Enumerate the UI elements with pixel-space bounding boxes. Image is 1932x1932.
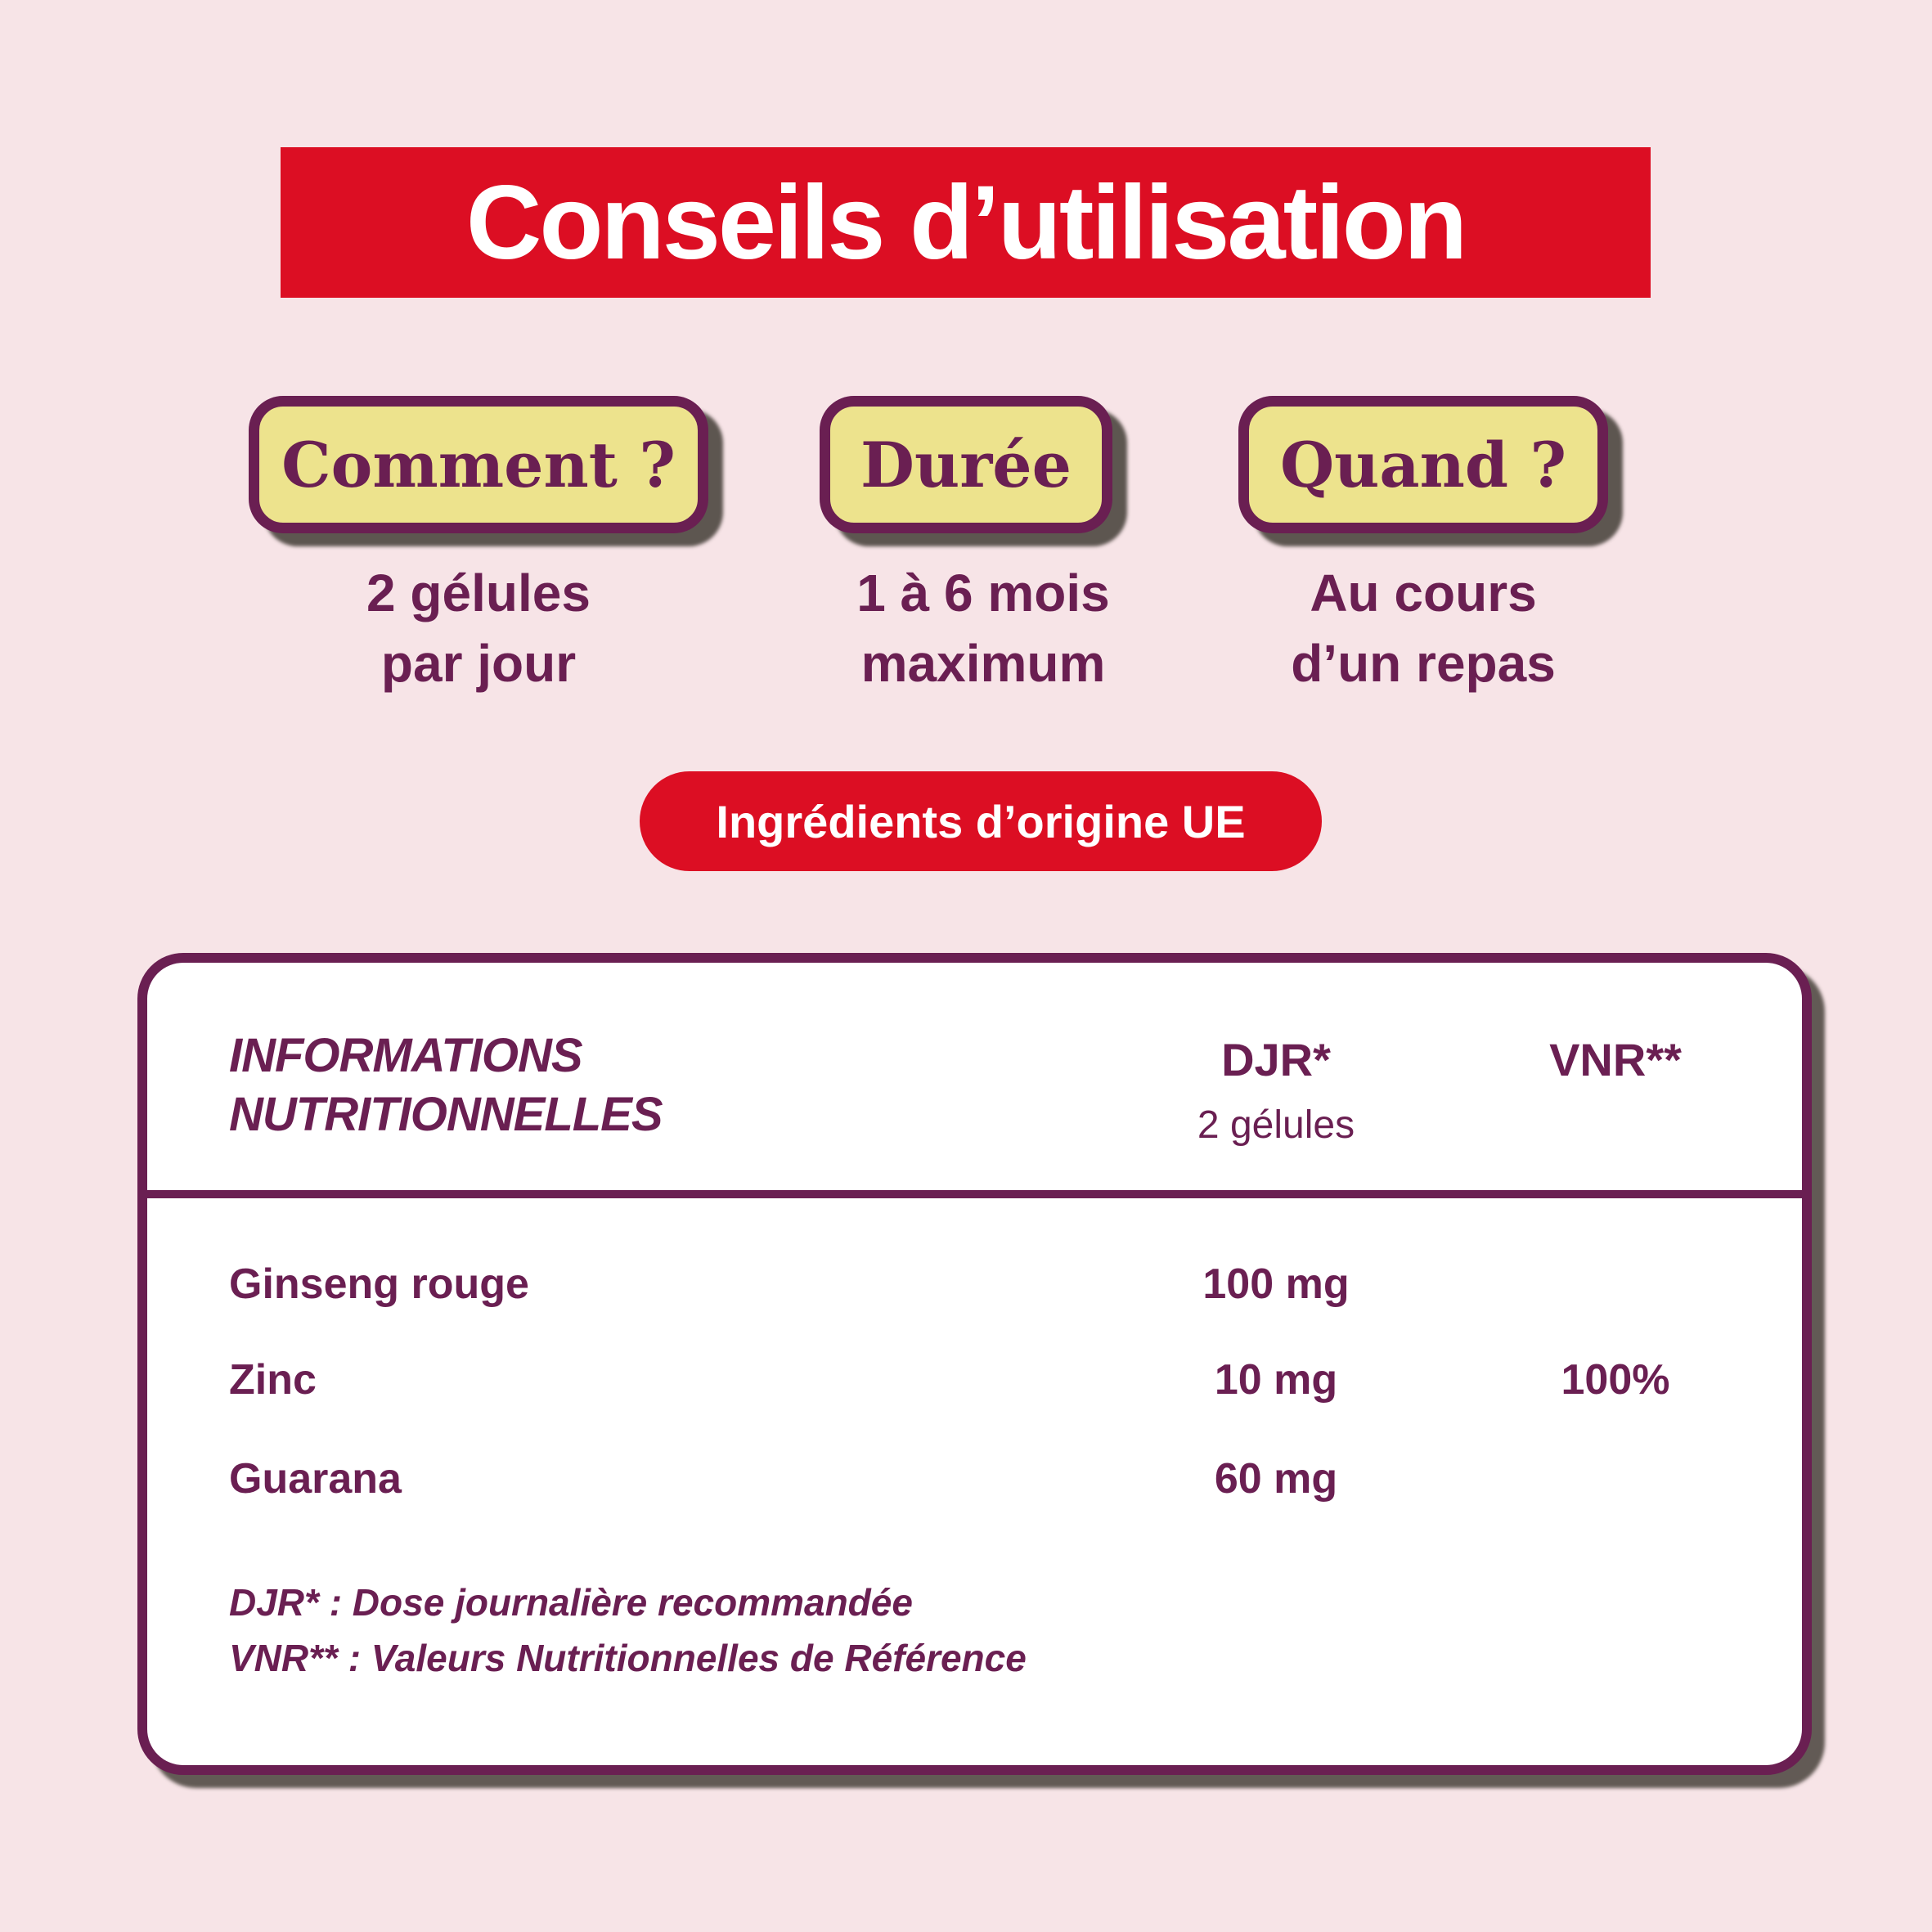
title-banner: Conseils d’utilisation: [281, 147, 1651, 298]
nutrition-table-title-line2: NUTRITIONNELLES: [229, 1088, 663, 1141]
origin-badge: Ingrédients d’origine UE: [640, 771, 1322, 871]
column-header-djr-label: DJR*: [1221, 1034, 1331, 1085]
column-header-vnr: VNR**: [1549, 1034, 1682, 1085]
caption-comment-line2: par jour: [380, 634, 577, 693]
caption-quand-line2: d’un repas: [1291, 634, 1556, 693]
table-row-ginseng: Ginseng rouge 100 mg: [147, 1260, 1802, 1312]
column-header-djr: DJR* 2 gélules: [1129, 1035, 1423, 1148]
nutrition-table-title-line1: INFORMATIONS: [229, 1029, 583, 1082]
caption-duree-line2: maximum: [860, 634, 1106, 693]
table-row-zinc: Zinc 10 mg 100%: [147, 1355, 1802, 1408]
caption-comment-line1: 2 gélules: [366, 564, 591, 622]
table-row-guarana: Guarana 60 mg: [147, 1454, 1802, 1507]
row-name: Zinc: [229, 1356, 317, 1404]
page-title: Conseils d’utilisation: [465, 164, 1467, 281]
origin-badge-label: Ingrédients d’origine UE: [716, 795, 1246, 847]
table-footnotes: DJR* : Dose journalière recommandée VNR*…: [229, 1575, 1027, 1686]
row-name: Ginseng rouge: [229, 1260, 529, 1308]
caption-quand-line1: Au cours: [1310, 564, 1537, 622]
usage-button-duree[interactable]: Durée: [820, 396, 1112, 533]
nutrition-card-inner: INFORMATIONS NUTRITIONNELLES DJR* 2 gélu…: [147, 963, 1802, 1765]
usage-button-comment[interactable]: Comment ?: [249, 396, 708, 533]
column-header-djr-sub: 2 gélules: [1197, 1103, 1355, 1147]
row-vnr-value: 100%: [1561, 1356, 1670, 1404]
caption-duree: 1 à 6 mois maximum: [738, 558, 1229, 699]
footnote-djr: DJR* : Dose journalière recommandée: [229, 1581, 913, 1624]
usage-button-comment-label: Comment ?: [281, 428, 676, 501]
nutrition-table-title: INFORMATIONS NUTRITIONNELLES: [229, 1027, 663, 1144]
caption-duree-line1: 1 à 6 mois: [856, 564, 1110, 622]
usage-button-quand[interactable]: Quand ?: [1238, 396, 1608, 533]
usage-button-duree-label: Durée: [860, 428, 1072, 501]
caption-quand: Au cours d’un repas: [1178, 558, 1669, 699]
table-header-divider: [147, 1190, 1802, 1198]
row-djr-value: 10 mg: [1214, 1356, 1338, 1404]
row-djr-value: 60 mg: [1214, 1455, 1338, 1503]
nutrition-card: INFORMATIONS NUTRITIONNELLES DJR* 2 gélu…: [137, 953, 1812, 1775]
usage-button-quand-label: Quand ?: [1279, 428, 1567, 501]
row-djr-value: 100 mg: [1202, 1260, 1350, 1308]
caption-comment: 2 gélules par jour: [233, 558, 724, 699]
row-name: Guarana: [229, 1455, 402, 1503]
footnote-vnr: VNR** : Valeurs Nutritionnelles de Référ…: [229, 1637, 1027, 1679]
